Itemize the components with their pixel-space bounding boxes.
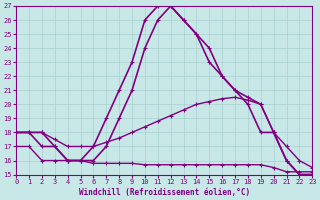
X-axis label: Windchill (Refroidissement éolien,°C): Windchill (Refroidissement éolien,°C)	[79, 188, 250, 197]
